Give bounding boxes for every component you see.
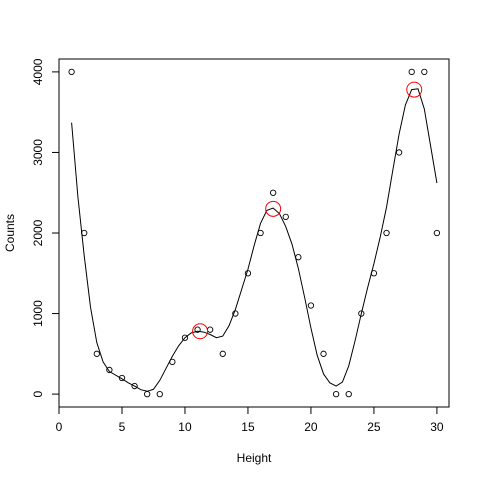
data-point <box>433 229 441 237</box>
x-tick-label: 25 <box>367 420 381 434</box>
peak-marker <box>265 200 282 217</box>
data-point <box>169 358 176 366</box>
fitted-curve-layer <box>71 88 438 392</box>
data-point <box>421 68 428 76</box>
data-point <box>81 229 88 237</box>
data-point <box>320 350 327 357</box>
data-point <box>358 310 365 317</box>
data-point <box>232 310 239 317</box>
data-point <box>383 229 390 237</box>
y-tick-label: 3000 <box>31 139 45 166</box>
x-tick-label: 0 <box>56 420 63 434</box>
data-point <box>207 326 214 333</box>
data-point <box>181 334 189 341</box>
fitted-curve <box>71 88 438 392</box>
data-point <box>194 326 201 333</box>
plot-frame <box>58 58 450 408</box>
peak-marker <box>406 81 423 98</box>
data-point <box>106 366 113 374</box>
x-axis-title: Height <box>237 451 272 465</box>
axis-ticks <box>52 71 438 414</box>
data-point <box>244 270 252 277</box>
data-point <box>345 390 352 398</box>
x-tick-label: 20 <box>304 420 318 434</box>
peak-markers <box>192 81 423 340</box>
data-point <box>395 149 403 156</box>
data-point <box>370 270 378 277</box>
y-tick-label: 1000 <box>31 300 45 327</box>
data-point <box>269 189 277 196</box>
data-point <box>408 68 415 76</box>
data-point <box>295 254 302 261</box>
data-point <box>156 390 163 398</box>
x-tick-label: 15 <box>241 420 255 434</box>
data-points <box>68 68 441 398</box>
x-tick-label: 10 <box>178 420 192 434</box>
peak-marker <box>192 323 209 340</box>
data-point <box>257 229 264 237</box>
data-point <box>144 390 151 398</box>
y-tick-label: 2000 <box>31 219 45 246</box>
y-tick-label: 0 <box>31 390 45 397</box>
data-point <box>332 390 340 398</box>
y-axis-title: Counts <box>3 214 17 252</box>
data-point <box>282 213 289 221</box>
y-tick-label: 4000 <box>31 58 45 85</box>
data-point <box>131 382 138 390</box>
x-tick-label: 5 <box>119 420 126 434</box>
tick-labels: 0 5 10 15 20 25 30 0 1000 2000 3000 4000 <box>31 58 444 434</box>
data-point <box>118 374 126 382</box>
x-tick-label: 30 <box>430 420 444 434</box>
data-point <box>93 350 100 357</box>
data-point <box>307 302 315 309</box>
data-point <box>219 350 226 357</box>
data-point <box>68 68 75 76</box>
